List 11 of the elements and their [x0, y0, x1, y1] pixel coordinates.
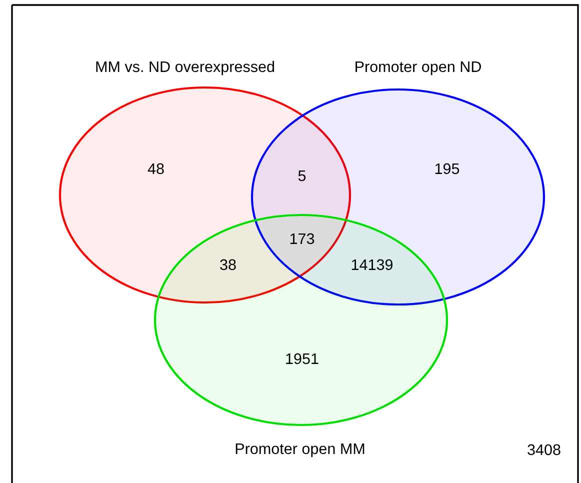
data-label: 14139	[352, 259, 393, 270]
data-label: 38	[220, 259, 236, 270]
data-label: 5	[298, 170, 306, 182]
text: Promoter open MM	[236, 443, 364, 458]
data-label: 48	[148, 163, 164, 174]
text: 3408	[528, 444, 560, 456]
data-label: 195	[435, 163, 460, 174]
text: MM vs. ND overexpressed	[96, 60, 274, 76]
data-label: 173	[290, 233, 314, 244]
text: Promoter open ND	[356, 61, 481, 76]
data-label: 1951	[286, 353, 318, 364]
